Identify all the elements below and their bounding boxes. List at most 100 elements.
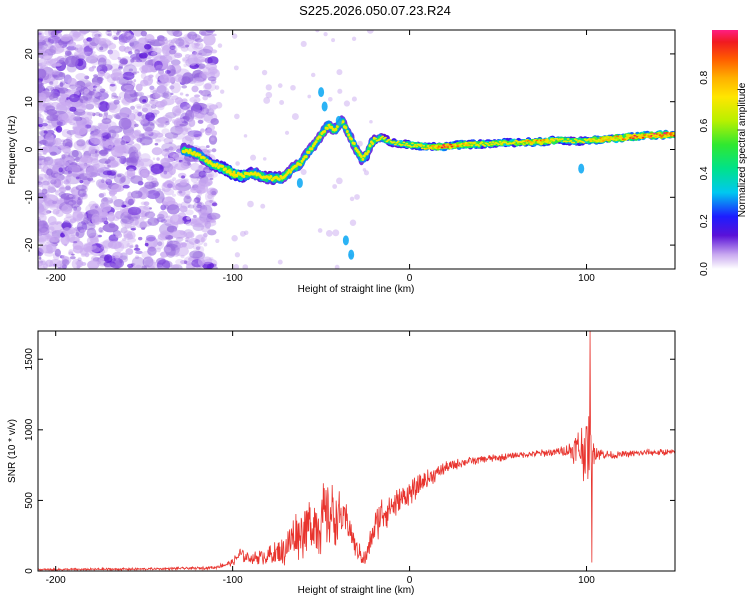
ridge-blob — [446, 146, 450, 149]
noise-speckle — [86, 227, 97, 239]
noise-speckle — [332, 184, 338, 189]
noise-speckle — [134, 255, 140, 260]
noise-speckle — [163, 204, 170, 210]
noise-speckle — [45, 124, 55, 130]
noise-speckle — [203, 232, 208, 238]
noise-speckle — [65, 182, 71, 188]
ridge-blob — [396, 140, 400, 143]
noise-speckle — [277, 259, 283, 265]
ridge-blob — [512, 141, 516, 144]
noise-speckle — [61, 254, 66, 259]
noise-speckle — [160, 218, 167, 224]
ridge-blob — [342, 235, 349, 246]
noise-speckle — [73, 47, 79, 51]
noise-speckle — [151, 147, 163, 156]
ridge-blob — [623, 138, 627, 141]
noise-speckle — [187, 104, 192, 108]
noise-speckle — [192, 244, 201, 250]
noise-speckle — [146, 57, 151, 60]
ridge-blob — [242, 175, 246, 179]
ridge-blob — [420, 147, 424, 150]
noise-speckle — [141, 64, 155, 73]
ridge-blob — [224, 167, 227, 171]
noise-speckle — [155, 188, 162, 192]
noise-speckle — [100, 141, 111, 147]
noise-speckle — [61, 257, 68, 265]
noise-speckle — [43, 38, 51, 43]
noise-speckle — [105, 175, 113, 182]
noise-speckle — [124, 222, 132, 229]
noise-speckle — [111, 195, 117, 201]
noise-speckle — [127, 191, 133, 199]
ridge-blob — [394, 143, 397, 146]
noise-speckle — [107, 49, 114, 55]
ridge-blob — [552, 139, 556, 142]
colorbar-tick-label: 0.6 — [699, 118, 710, 132]
noise-speckle — [69, 162, 78, 167]
noise-speckle — [77, 257, 82, 262]
noise-speckle — [107, 211, 116, 222]
noise-speckle — [162, 231, 169, 238]
ridge-blob — [612, 138, 615, 141]
noise-speckle — [196, 50, 204, 59]
noise-speckle — [48, 118, 58, 128]
noise-speckle — [198, 48, 213, 57]
noise-speckle — [137, 111, 143, 117]
noise-speckle — [75, 205, 82, 212]
noise-speckle — [69, 84, 77, 90]
noise-speckle — [123, 233, 134, 240]
noise-speckle — [121, 30, 130, 33]
noise-speckle — [163, 181, 176, 189]
noise-speckle — [290, 84, 296, 91]
noise-speckle — [179, 118, 184, 122]
noise-speckle — [42, 104, 48, 107]
noise-speckle — [93, 163, 106, 171]
ridge-blob — [311, 144, 315, 148]
ridge-blob — [367, 149, 370, 154]
noise-speckle — [122, 71, 135, 80]
noise-speckle — [134, 91, 145, 97]
noise-speckle — [172, 177, 177, 181]
noise-speckle — [58, 187, 67, 193]
noise-speckle — [145, 256, 153, 261]
noise-speckle — [98, 227, 103, 233]
noise-speckle — [47, 43, 54, 50]
noise-speckle — [202, 95, 208, 101]
noise-speckle — [113, 173, 126, 184]
noise-speckle — [156, 84, 167, 94]
noise-speckle — [182, 106, 190, 111]
noise-speckle — [119, 111, 129, 118]
ridge-blob — [569, 139, 573, 142]
noise-speckle — [41, 227, 47, 234]
noise-speckle — [335, 177, 343, 185]
ridge-blob — [388, 138, 392, 141]
noise-speckle — [168, 165, 176, 176]
noise-speckle — [130, 225, 137, 231]
noise-speckle — [161, 188, 166, 192]
noise-speckle — [134, 49, 140, 55]
noise-speckle — [39, 177, 44, 180]
noise-speckle — [164, 132, 179, 139]
ridge-blob — [607, 139, 611, 141]
noise-speckle — [233, 65, 239, 71]
noise-speckle — [195, 246, 201, 251]
noise-speckle — [59, 80, 66, 86]
noise-speckle — [41, 146, 49, 154]
ridge-blob — [269, 175, 273, 179]
noise-speckle — [184, 127, 192, 133]
ridge-blob — [429, 146, 433, 149]
noise-speckle — [56, 45, 68, 53]
noise-speckle — [105, 199, 110, 203]
noise-speckle — [89, 132, 103, 145]
spectrogram-blobs — [38, 30, 675, 269]
noise-speckle — [161, 142, 177, 153]
noise-speckle — [93, 92, 100, 98]
ridge-blob — [379, 136, 383, 139]
ridge-blob — [616, 135, 620, 138]
noise-speckle — [57, 56, 61, 59]
noise-speckle — [185, 231, 195, 239]
noise-speckle — [349, 196, 355, 202]
noise-speckle — [98, 193, 105, 198]
ridge-blob — [596, 140, 600, 143]
